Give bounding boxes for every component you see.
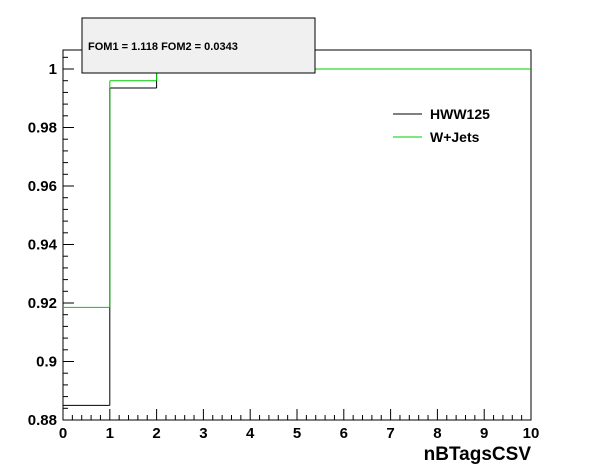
y-tick-label: 0.96 [28, 178, 57, 195]
legend-label-hww125: HWW125 [430, 106, 490, 122]
legend-label-wjets: W+Jets [430, 129, 480, 145]
x-tick-label: 0 [59, 425, 67, 442]
x-tick-label: 4 [246, 425, 255, 442]
x-tick-label: 10 [523, 425, 540, 442]
y-tick-label: 0.92 [28, 295, 57, 312]
y-tick-label: 0.88 [28, 412, 57, 429]
plot-frame [62, 49, 532, 421]
y-tick-label: 1 [49, 61, 57, 78]
x-tick-label: 1 [106, 425, 114, 442]
x-tick-label: 3 [199, 425, 207, 442]
y-tick-label: 0.94 [28, 237, 58, 254]
x-tick-label: 7 [386, 425, 394, 442]
axis-layer: 0 1 2 3 4 5 6 7 8 9 10 0.88 0.9 0.92 0.94 0.96 0.98 1 [28, 56, 540, 442]
stat-box-frame [81, 17, 316, 74]
x-tick-label: 2 [152, 425, 160, 442]
x-tick-label: 6 [340, 425, 348, 442]
y-tick-label: 0.9 [36, 354, 57, 371]
x-tick-label: 5 [293, 425, 301, 442]
x-tick-label: 9 [480, 425, 488, 442]
x-axis-title: nBTagsCSV [424, 444, 532, 465]
x-tick-label: 8 [433, 425, 441, 442]
legend: HWW125 W+Jets [393, 106, 490, 145]
stat-box: FOM1 = 1.118 FOM2 = 0.0343 [81, 17, 316, 74]
stat-box-text: FOM1 = 1.118 FOM2 = 0.0343 [88, 41, 238, 53]
y-tick-label: 0.98 [28, 120, 57, 137]
